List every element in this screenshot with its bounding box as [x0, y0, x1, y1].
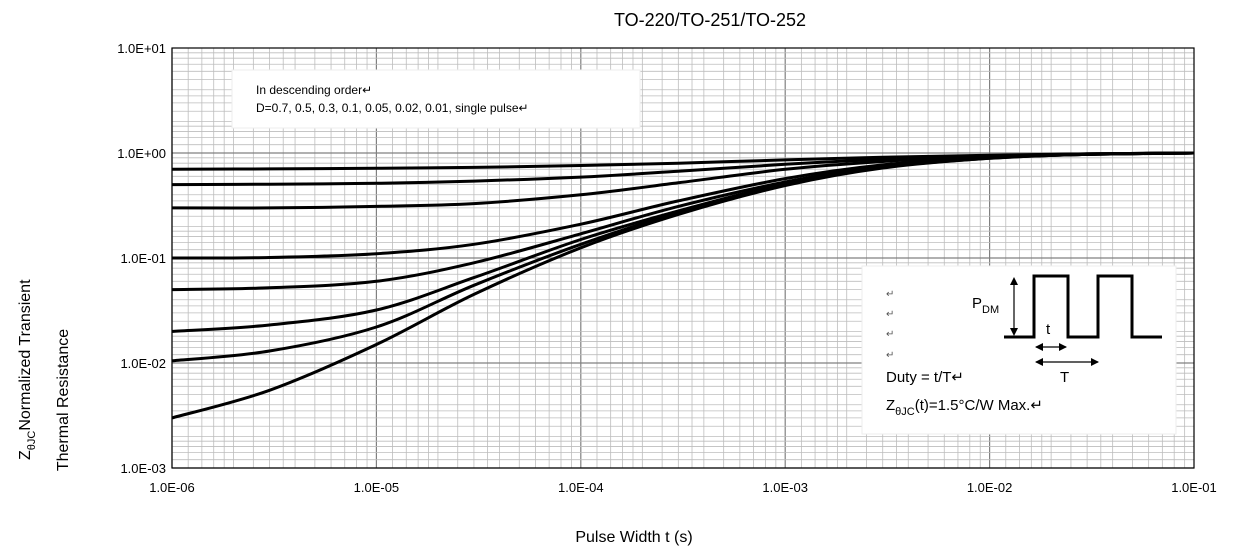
series-layer — [171, 151, 1195, 420]
return-mark-4: ↵ — [886, 350, 894, 361]
x-tick-label: 1.0E-02 — [967, 480, 1013, 495]
pulse-waveform — [1004, 274, 1162, 339]
pdm-label: PDM — [972, 295, 999, 316]
series-line-8 — [171, 151, 1195, 420]
zthjc-text: ZθJC(t)=1.5°C/W Max.↵ — [886, 397, 1043, 418]
legend-box — [231, 69, 641, 129]
return-mark-1: ↵ — [886, 289, 894, 300]
y-tick-label: 1.0E+00 — [117, 146, 166, 161]
legend-annotation: In descending order↵ D=0.7, 0.5, 0.3, 0.… — [231, 69, 641, 129]
y-label-prefix: Z — [17, 450, 34, 460]
x-axis-label: Pulse Width t (s) — [575, 529, 692, 546]
legend-line1: In descending order↵ — [256, 83, 372, 97]
y-label-prefix-sub: θJC — [26, 431, 38, 451]
t-label: t — [1046, 321, 1051, 338]
pulse-box — [861, 265, 1177, 435]
pdm-arrow-head-bottom — [1010, 328, 1018, 336]
duty-text: Duty = t/T↵ — [886, 369, 964, 386]
t-arrow-head-left — [1035, 343, 1043, 351]
x-tick-label: 1.0E-03 — [762, 480, 808, 495]
y-tick-label: 1.0E+01 — [117, 41, 166, 56]
pulse-annotation: ↵ ↵ ↵ ↵ PDM t T Duty = t/T↵ ZθJC(t)=1.5°… — [861, 265, 1177, 435]
T-arrow-head-left — [1035, 358, 1043, 366]
chart-title: TO-220/TO-251/TO-252 — [614, 10, 806, 30]
legend-line2: D=0.7, 0.5, 0.3, 0.1, 0.05, 0.02, 0.01, … — [256, 101, 529, 115]
return-mark-3: ↵ — [886, 329, 894, 340]
x-tick-label: 1.0E-06 — [149, 480, 195, 495]
svg-text:ZθJCNormalized Transient: ZθJCNormalized Transient — [17, 279, 38, 460]
T-label: T — [1060, 369, 1069, 386]
t-arrow-head-right — [1059, 343, 1067, 351]
y-axis-label: ZθJCNormalized Transient — [17, 279, 38, 460]
y-label-line1: Normalized Transient — [17, 279, 34, 431]
x-tick-label: 1.0E-01 — [1171, 480, 1217, 495]
x-tick-label: 1.0E-04 — [558, 480, 604, 495]
pdm-arrow-head-top — [1010, 277, 1018, 285]
y-tick-label: 1.0E-03 — [120, 461, 166, 476]
return-mark-2: ↵ — [886, 309, 894, 320]
y-axis-label-line2: Thermal Resistance — [55, 329, 72, 471]
y-tick-label: 1.0E-01 — [120, 251, 166, 266]
plot-area — [171, 47, 1195, 469]
axis-tick-labels: 1.0E-06 1.0E-05 1.0E-04 1.0E-03 1.0E-02 1.0E-… — [117, 41, 1217, 495]
T-arrow-head-right — [1091, 358, 1099, 366]
x-tick-label: 1.0E-05 — [354, 480, 400, 495]
y-tick-label: 1.0E-02 — [120, 356, 166, 371]
